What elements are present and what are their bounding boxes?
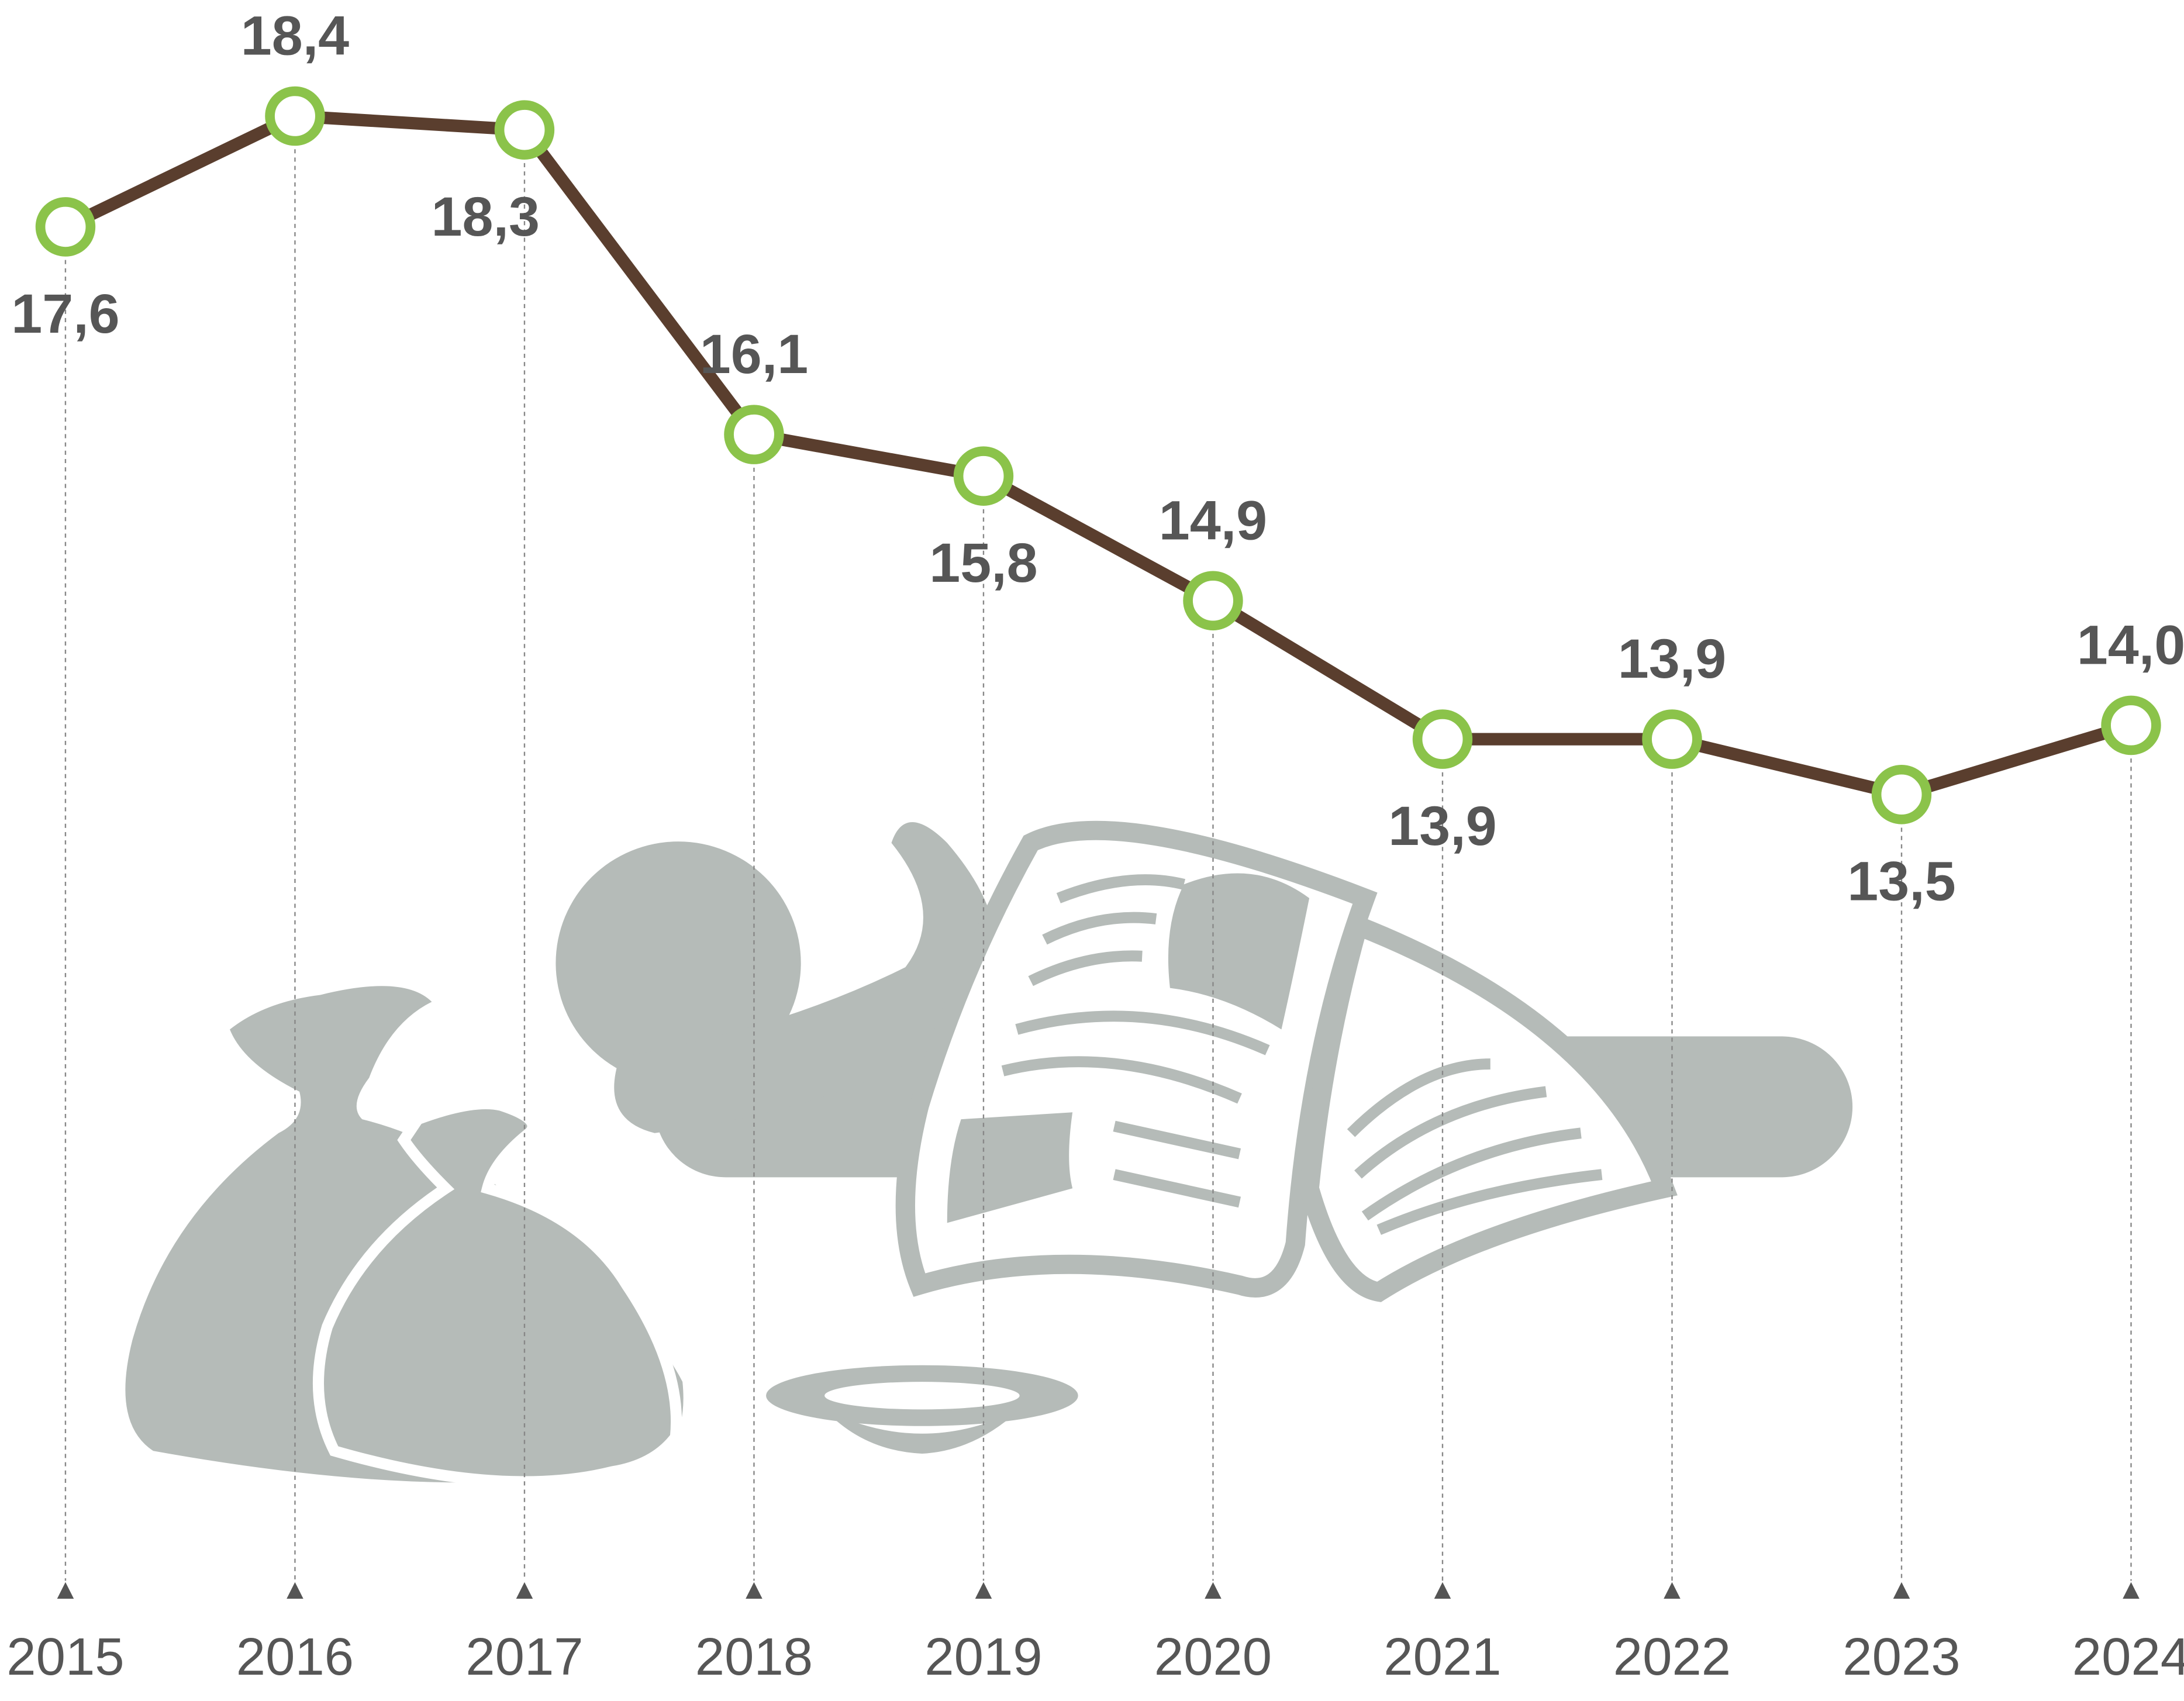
data-label: 15,8: [929, 532, 1037, 594]
tick-arrow: [1205, 1582, 1222, 1599]
bowl-inner: [824, 1382, 1019, 1409]
tick-arrow: [975, 1582, 992, 1599]
tick-arrow: [516, 1582, 533, 1599]
x-tick-label: 2019: [924, 1628, 1042, 1687]
data-label: 14,0: [2077, 615, 2184, 677]
tick-arrow: [287, 1582, 303, 1599]
illustration: [125, 822, 1852, 1482]
point: [40, 202, 91, 251]
data-label: 13,9: [1388, 795, 1496, 857]
x-tick-label: 2015: [6, 1628, 124, 1687]
data-label: 16,1: [700, 323, 808, 385]
x-tick-label: 2021: [1383, 1628, 1501, 1687]
data-label: 17,6: [11, 283, 119, 345]
tick-arrow: [746, 1582, 762, 1599]
point: [1188, 576, 1238, 626]
data-label: 14,9: [1159, 490, 1267, 552]
point: [1647, 715, 1697, 764]
page: {"chart_data": {"type": "line", "categor…: [0, 0, 2184, 1701]
point: [2106, 701, 2157, 750]
data-label: 13,5: [1847, 851, 1955, 913]
point: [958, 451, 1009, 501]
x-tick-label: 2022: [1613, 1628, 1731, 1687]
point: [1876, 770, 1927, 819]
chart: 2015 2016 2017 2018 2019 2020 2021 2022 2023 2024…: [0, 0, 2184, 1701]
data-label: 13,9: [1618, 628, 1726, 690]
tick-arrow: [2123, 1582, 2140, 1599]
x-tick-label: 2018: [695, 1628, 813, 1687]
x-tick-label: 2023: [1843, 1628, 1960, 1687]
data-label: 18,3: [432, 186, 540, 248]
tick-arrow: [57, 1582, 74, 1599]
point: [270, 91, 320, 141]
point: [1417, 715, 1468, 764]
x-tick-label: 2020: [1154, 1628, 1272, 1687]
x-tick-label: 2017: [465, 1628, 583, 1687]
tick-arrow: [1664, 1582, 1681, 1599]
point: [729, 410, 779, 460]
data-line: [65, 116, 2131, 795]
data-label: 18,4: [241, 5, 350, 67]
x-tick-label: 2016: [236, 1628, 354, 1687]
point: [499, 105, 550, 155]
tick-arrow: [1434, 1582, 1451, 1599]
tick-arrow: [1893, 1582, 1910, 1599]
x-tick-label: 2024: [2072, 1628, 2184, 1687]
